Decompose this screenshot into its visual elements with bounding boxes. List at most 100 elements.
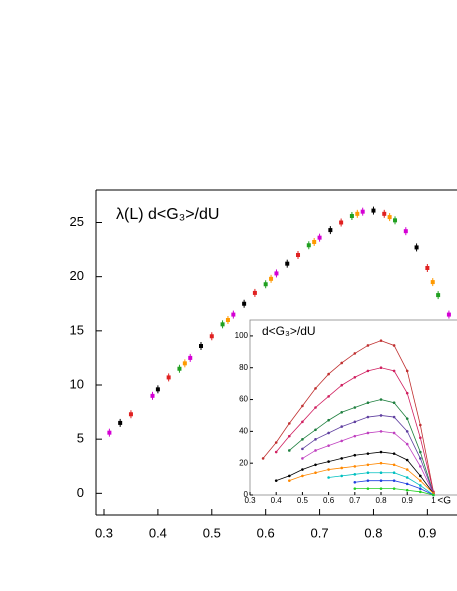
point bbox=[288, 449, 291, 452]
point bbox=[231, 312, 236, 317]
point bbox=[220, 322, 225, 327]
inset-frame bbox=[249, 319, 457, 496]
y-tick-label: 0 bbox=[77, 485, 84, 500]
point bbox=[301, 438, 304, 441]
point bbox=[405, 458, 409, 462]
x-tick-label: 1 bbox=[431, 496, 436, 505]
point bbox=[306, 243, 311, 248]
x-tick-label: 0.9 bbox=[402, 496, 414, 505]
y-tick-label: 5 bbox=[77, 431, 84, 446]
x-tick-label: 0.4 bbox=[149, 525, 167, 540]
point bbox=[392, 344, 396, 347]
point bbox=[107, 430, 112, 435]
point bbox=[118, 420, 123, 425]
point bbox=[166, 375, 171, 380]
point bbox=[188, 355, 193, 360]
point bbox=[252, 290, 257, 295]
point bbox=[288, 422, 291, 425]
point bbox=[340, 466, 344, 470]
point bbox=[366, 431, 370, 435]
point bbox=[340, 457, 344, 460]
point bbox=[419, 465, 422, 468]
point bbox=[327, 460, 330, 463]
y-tick-label: 100 bbox=[235, 331, 249, 340]
point bbox=[353, 473, 357, 476]
point bbox=[366, 344, 370, 347]
y-tick-label: 10 bbox=[70, 376, 84, 391]
point bbox=[366, 415, 370, 419]
point bbox=[379, 487, 383, 490]
point bbox=[353, 420, 357, 424]
point bbox=[419, 457, 422, 460]
point bbox=[182, 361, 187, 366]
y-tick-label: 40 bbox=[239, 426, 248, 435]
point bbox=[392, 431, 396, 435]
point bbox=[314, 406, 317, 409]
y-tick-label: 80 bbox=[239, 363, 248, 372]
point bbox=[392, 471, 396, 475]
point bbox=[288, 434, 291, 438]
y-tick-label: 20 bbox=[70, 268, 84, 283]
point bbox=[261, 457, 265, 460]
point bbox=[327, 372, 330, 376]
point bbox=[405, 482, 409, 486]
point bbox=[327, 431, 330, 435]
point bbox=[379, 366, 383, 370]
point bbox=[392, 487, 396, 490]
x-tick-label: 0.8 bbox=[364, 525, 382, 540]
point bbox=[430, 280, 435, 285]
x-tick-label: 0.7 bbox=[349, 496, 361, 505]
point bbox=[301, 474, 304, 478]
point bbox=[288, 474, 291, 478]
point bbox=[371, 208, 376, 213]
x-tick-label: 0.8 bbox=[375, 496, 387, 505]
y-tick-label: 60 bbox=[239, 395, 248, 404]
point bbox=[317, 235, 322, 240]
point bbox=[419, 474, 422, 478]
y-tick-label: 15 bbox=[70, 322, 84, 337]
point bbox=[155, 387, 160, 392]
point bbox=[387, 215, 392, 220]
point bbox=[314, 449, 317, 452]
point bbox=[392, 369, 396, 373]
point bbox=[314, 428, 317, 432]
point bbox=[312, 240, 317, 244]
point bbox=[379, 471, 383, 475]
point bbox=[366, 452, 370, 455]
point bbox=[419, 479, 422, 482]
point bbox=[199, 344, 204, 348]
x-tick-label: 0.9 bbox=[418, 525, 436, 540]
point bbox=[314, 471, 317, 475]
point bbox=[353, 487, 357, 490]
point bbox=[436, 293, 441, 298]
point bbox=[366, 369, 370, 373]
point bbox=[353, 453, 357, 457]
point bbox=[301, 457, 304, 460]
x-tick-label: 0.3 bbox=[95, 525, 113, 540]
point bbox=[392, 401, 396, 405]
point bbox=[340, 425, 344, 428]
point bbox=[366, 471, 370, 475]
point bbox=[340, 474, 344, 478]
point bbox=[379, 479, 383, 482]
point bbox=[314, 387, 317, 390]
point bbox=[405, 488, 409, 492]
point bbox=[339, 220, 344, 225]
point bbox=[301, 420, 304, 424]
point bbox=[405, 476, 409, 479]
point bbox=[274, 271, 279, 276]
point bbox=[366, 487, 370, 490]
point bbox=[379, 339, 383, 342]
point bbox=[446, 312, 451, 317]
series-line bbox=[289, 462, 434, 494]
point bbox=[353, 480, 357, 484]
point bbox=[301, 447, 304, 451]
point bbox=[353, 406, 357, 409]
point bbox=[414, 245, 419, 250]
series-line bbox=[262, 340, 434, 492]
chart-title: d<G₃>/dU bbox=[262, 324, 316, 338]
point bbox=[379, 414, 383, 417]
point bbox=[366, 463, 370, 467]
point bbox=[392, 452, 396, 455]
